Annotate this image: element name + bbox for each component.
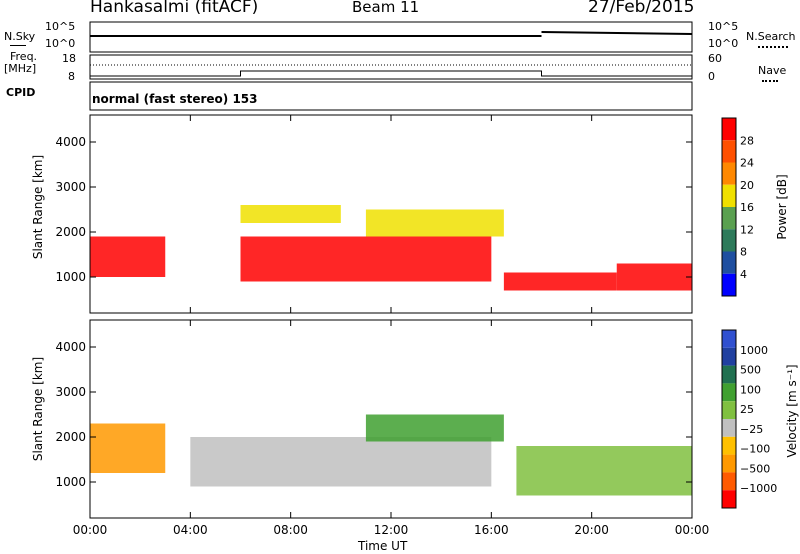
nave-dot-key [762, 80, 778, 82]
freq-tick-low: 8 [68, 70, 75, 83]
colorbar-1-tick: 25 [740, 403, 754, 416]
cpid-panel [89, 81, 693, 111]
ytick-label: 4000 [55, 340, 86, 354]
colorbar-1-tick: 500 [740, 364, 761, 377]
nsky-label: N.Sky [4, 30, 36, 43]
nave-tick-high: 60 [708, 52, 722, 65]
velocity-heatmap [90, 414, 692, 496]
power-heatmap [90, 205, 692, 291]
colorbar-0-tick: 4 [740, 268, 747, 281]
xtick-label: 00:00 [675, 523, 710, 537]
velocity-region-2 [365, 414, 504, 442]
colorbar-0-cell [722, 273, 736, 296]
freq-trace [90, 70, 692, 77]
nsky-tick-low: 10^0 [45, 37, 76, 50]
colorbar-1-tick: 100 [740, 383, 761, 396]
xtick-label: 04:00 [173, 523, 208, 537]
xtick-label: 08:00 [273, 523, 308, 537]
freq-unit: [MHz] [4, 62, 37, 75]
colorbar-1-cell [722, 401, 736, 419]
colorbar-1-cell [722, 383, 736, 402]
colorbar-0-tick: 28 [740, 134, 754, 147]
colorbar-0-frame [721, 117, 737, 297]
freq-tick-high: 18 [62, 52, 76, 65]
colorbar-0-cell [722, 251, 736, 274]
date-title: 27/Feb/2015 [588, 0, 695, 17]
power-region-1 [240, 236, 492, 282]
power-region-5 [616, 263, 692, 291]
colorbar-0-cell [722, 118, 736, 141]
beam-title: Beam 11 [352, 0, 420, 16]
nsky-trace-late [541, 31, 693, 35]
colorbar-0-cell [722, 229, 736, 252]
nsky-line-key [10, 45, 26, 46]
ytick-label: 1000 [55, 475, 86, 489]
power-region-2 [240, 205, 341, 223]
nsearch-tick-high: 10^5 [708, 20, 739, 33]
power-region-3 [365, 209, 504, 237]
ytick-label: 4000 [55, 135, 86, 149]
colorbar-1-tick: −100 [740, 443, 770, 456]
cpid-text: normal (fast stereo) 153 [92, 92, 258, 106]
freq-label: Freq. [10, 50, 38, 63]
ytick-label: 3000 [55, 180, 86, 194]
colorbar-1-cell [722, 454, 736, 473]
ytick-label: 3000 [55, 385, 86, 399]
strip-traces [90, 31, 693, 77]
axes: 4000 3000 2000 1000 4000 3000 2000 1000 00:00 04:… [55, 115, 709, 537]
power-region-0 [90, 236, 166, 277]
colorbar-0-cell [722, 184, 736, 207]
colorbar-1-cell [722, 472, 736, 491]
xtick-label: 00:00 [73, 523, 108, 537]
station-title: Hankasalmi (fitACF) [90, 0, 259, 17]
colorbar-0-tick: 16 [740, 201, 754, 214]
colorbar-1-cell [722, 419, 736, 437]
colorbar-0-tick: 24 [740, 157, 754, 170]
colorbar-0-tick: 12 [740, 223, 754, 236]
xlabel: Time UT [358, 539, 408, 553]
colorbar-1-cell [722, 436, 736, 455]
xtick-label: 16:00 [474, 523, 509, 537]
colorbar-1-tick: 1000 [740, 344, 768, 357]
nave-tick-low: 0 [708, 70, 715, 83]
cpid-label: CPID [6, 86, 36, 99]
velocity-region-1 [190, 437, 492, 487]
nsky-tick-high: 10^5 [45, 20, 76, 33]
velocity-region-0 [90, 423, 166, 473]
colorbar-1-cell [722, 490, 736, 508]
xtick-label: 12:00 [374, 523, 409, 537]
colorbar-1-cell [722, 330, 736, 348]
colorbar-1-tick: −500 [740, 462, 770, 475]
nsearch-label: N.Search [746, 30, 796, 43]
colorbars: 28 24 20 16 12 8 4 1000 500 100 25 −25 −100 −500 −1000 [721, 117, 777, 509]
colorbar-0-tick: 20 [740, 179, 754, 192]
colorbar-0-cell [722, 162, 736, 185]
velocity-region-3 [516, 446, 692, 496]
nsearch-tick-low: 10^0 [708, 37, 739, 50]
ytick-label: 1000 [55, 270, 86, 284]
power-region-4 [503, 272, 617, 291]
freq-panel [89, 54, 693, 80]
nsearch-dot-key [758, 46, 788, 48]
xtick-label: 20:00 [574, 523, 609, 537]
colorbar-0-cell [722, 140, 736, 163]
ytick-label: 2000 [55, 225, 86, 239]
colorbar-1-tick: −1000 [740, 482, 777, 495]
colorbar-1-frame [721, 329, 737, 509]
ytick-label: 2000 [55, 430, 86, 444]
colorbar-1-tick: −25 [740, 423, 763, 436]
colorbar-1-cell [722, 365, 736, 384]
nave-label: Nave [758, 64, 787, 77]
colorbar-1-cell [722, 347, 736, 366]
colorbar-0-cell [722, 207, 736, 230]
colorbar-0-tick: 8 [740, 246, 747, 259]
